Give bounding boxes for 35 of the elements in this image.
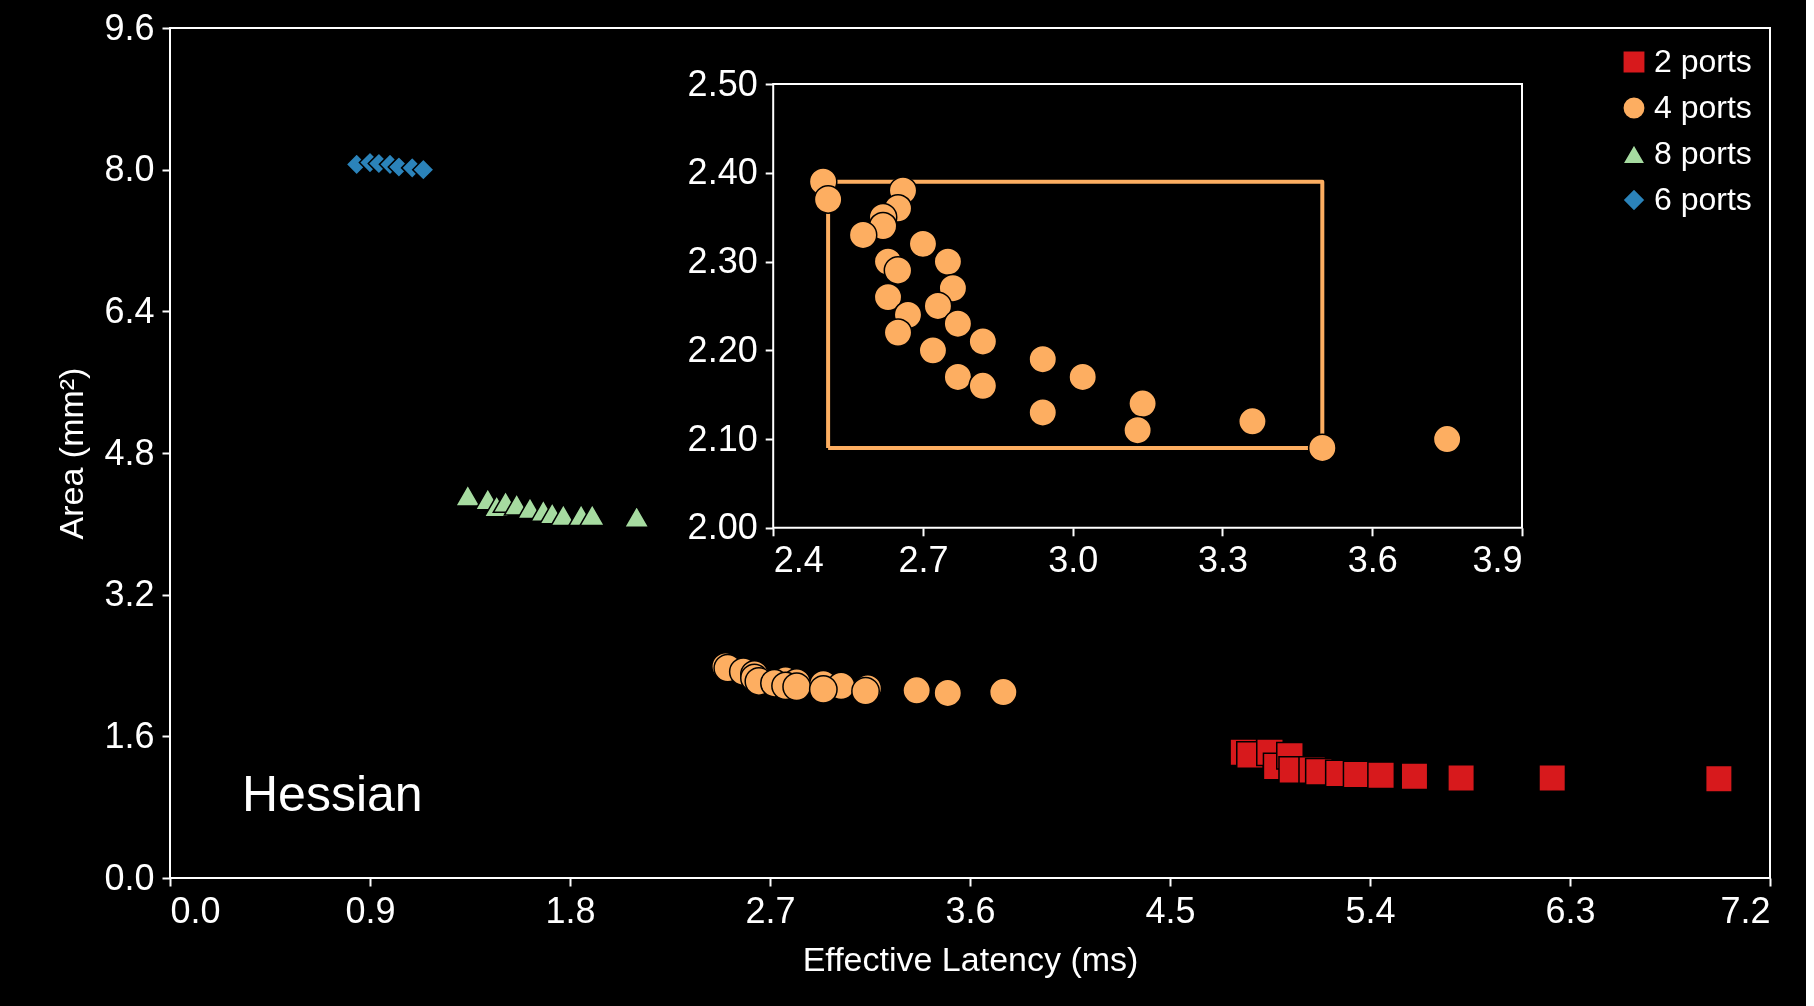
y-tick-label: 4.8 [104, 431, 155, 473]
annotation: Hessian [242, 765, 423, 822]
y-tick-label: 2.10 [687, 417, 758, 459]
y-tick-label: 2.30 [687, 240, 758, 282]
x-tick-label: 0.9 [345, 889, 396, 931]
y-tick-label: 2.00 [687, 506, 758, 548]
x-tick-label: 3.3 [1197, 539, 1248, 581]
x-tick-label: 6.3 [1545, 889, 1596, 931]
y-tick-label: 9.6 [104, 6, 155, 48]
x-tick-label: 3.0 [1048, 539, 1099, 581]
x-tick-label: 1.8 [545, 889, 596, 931]
legend-label: 4 ports [1654, 89, 1752, 125]
legend-label: 6 ports [1654, 181, 1752, 217]
y-tick-label: 8.0 [104, 148, 155, 190]
x-tick-label: 2.7 [898, 539, 949, 581]
x-tick-label: 3.6 [945, 889, 996, 931]
y-tick-label: 0.0 [104, 856, 155, 898]
x-tick-label: 3.9 [1472, 539, 1523, 581]
y-tick-label: 2.40 [687, 151, 758, 193]
x-tick-label: 2.7 [745, 889, 796, 931]
x-tick-label: 4.5 [1145, 889, 1196, 931]
legend-label: 8 ports [1654, 135, 1752, 171]
y-axis-title: Area (mm²) [52, 367, 91, 540]
y-tick-label: 2.20 [687, 328, 758, 370]
y-tick-label: 6.4 [104, 289, 155, 331]
x-tick-label: 0.0 [170, 889, 221, 931]
x-axis-title: Effective Latency (ms) [802, 939, 1139, 978]
x-tick-label: 5.4 [1345, 889, 1396, 931]
legend-label: 2 ports [1654, 43, 1752, 79]
y-tick-label: 2.50 [687, 62, 758, 104]
y-tick-label: 1.6 [104, 714, 155, 756]
y-tick-label: 3.2 [104, 573, 155, 615]
x-tick-label: 7.2 [1720, 889, 1771, 931]
x-tick-label: 3.6 [1347, 539, 1398, 581]
x-tick-label: 2.4 [773, 539, 824, 581]
